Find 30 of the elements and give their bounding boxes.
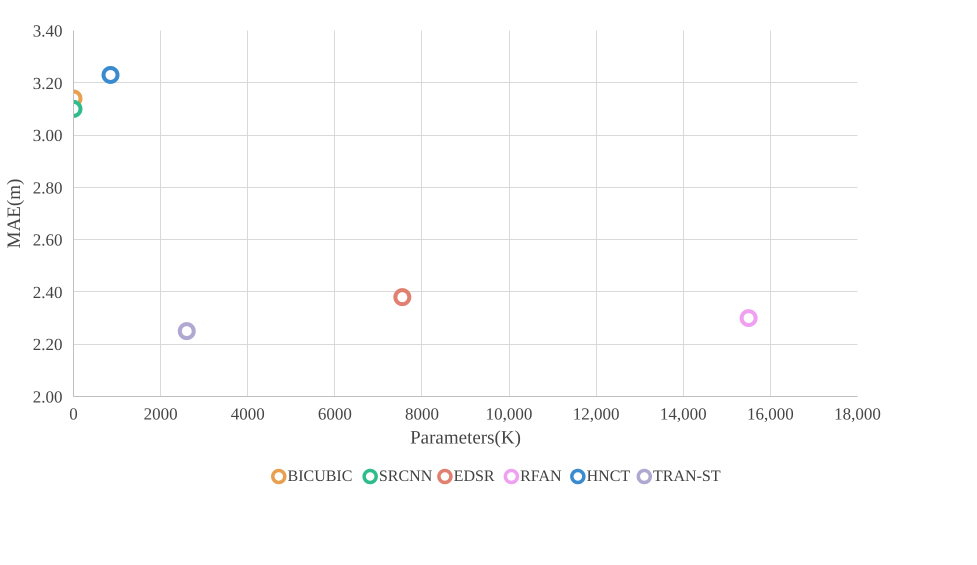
y-tick-label: 3.20: [32, 74, 62, 93]
y-tick-label: 2.80: [32, 178, 62, 198]
y-tick-label: 3.40: [32, 22, 62, 40]
y-tick-label: 2.00: [32, 388, 62, 406]
x-tick-label: 16,000: [747, 404, 794, 424]
x-tick-label: 0: [69, 404, 78, 424]
y-tick-label: 2.40: [32, 282, 62, 302]
point: [393, 288, 412, 306]
legend-label: SRCNN: [378, 468, 433, 485]
x-tick-label: 10,000: [486, 404, 532, 424]
x-tick-label: 14,000: [660, 404, 707, 424]
legend-label: RFAN: [520, 468, 562, 485]
legend-label: HNCT: [586, 468, 630, 485]
x-axis-title: Parameters(K): [410, 428, 521, 448]
x-tick-label: 18,000: [834, 404, 881, 424]
x-tick-label: 4000: [230, 404, 265, 424]
y-tick-label: 2.60: [32, 230, 62, 250]
y-axis-title: MAE(m): [4, 178, 25, 248]
legend-label: TRAN-ST: [653, 468, 721, 485]
point: [102, 66, 120, 84]
y-tick-label: 2.20: [32, 335, 62, 354]
point: [740, 309, 758, 328]
x-tick-label: 8000: [404, 404, 439, 424]
x-tick-label: 2000: [144, 404, 178, 424]
legend-label: BICUBIC: [288, 468, 352, 485]
point: [178, 322, 196, 340]
x-tick-label: 12,000: [572, 404, 620, 424]
legend-label: EDSR: [454, 468, 495, 485]
y-tick-label: 3.00: [32, 126, 62, 146]
x-tick-label: 6000: [318, 404, 352, 424]
